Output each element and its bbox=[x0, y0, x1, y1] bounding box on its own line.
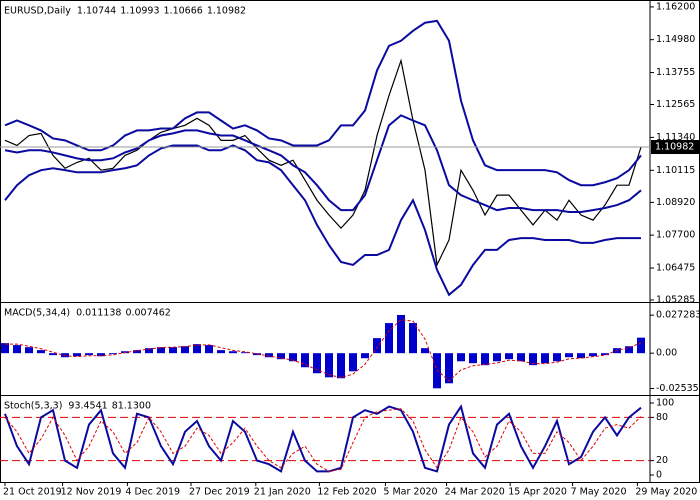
series-line bbox=[4, 58, 642, 268]
panel-reading: 93.4541 bbox=[68, 401, 107, 412]
y-tick-label: 1.08920 bbox=[656, 197, 695, 208]
panel-reading: 1.10993 bbox=[120, 6, 159, 17]
bar bbox=[97, 353, 105, 357]
bar bbox=[205, 345, 213, 354]
series-line bbox=[4, 114, 642, 214]
y-tick-label: 0.00 bbox=[656, 348, 677, 359]
y-tick-label: 80 bbox=[656, 412, 668, 423]
x-tick-label: 24 Mar 2020 bbox=[445, 487, 505, 498]
bar bbox=[565, 353, 573, 358]
bar bbox=[589, 353, 597, 357]
bar bbox=[325, 353, 333, 378]
y-tick-label: 1.05285 bbox=[656, 294, 695, 305]
bar bbox=[445, 353, 453, 384]
series-line bbox=[4, 408, 642, 472]
bar bbox=[385, 323, 393, 354]
bar bbox=[373, 338, 381, 354]
panel-title: EURUSD,Daily bbox=[4, 6, 71, 17]
panel-reading: 0.007462 bbox=[125, 308, 170, 319]
x-tick-label: 5 Mar 2020 bbox=[383, 487, 437, 498]
bar bbox=[241, 352, 249, 354]
y-tick-label: 0 bbox=[656, 470, 662, 481]
bar bbox=[73, 353, 81, 357]
y-tick-label: 1.06475 bbox=[656, 263, 695, 274]
x-tick-label: 12 Nov 2019 bbox=[61, 487, 122, 498]
bar bbox=[133, 350, 141, 354]
price-label: 1.10982 bbox=[655, 142, 694, 153]
bar bbox=[277, 353, 285, 360]
bar bbox=[13, 345, 21, 354]
bar bbox=[457, 353, 465, 362]
x-tick-label: 27 Dec 2019 bbox=[189, 487, 250, 498]
bar bbox=[85, 353, 93, 356]
bar bbox=[601, 353, 609, 356]
x-tick-label: 4 Dec 2019 bbox=[125, 487, 180, 498]
bar bbox=[157, 347, 165, 354]
bar bbox=[397, 314, 405, 354]
x-tick-label: 21 Jan 2020 bbox=[254, 487, 311, 498]
x-tick-label: 15 Apr 2020 bbox=[508, 487, 567, 498]
bar bbox=[181, 346, 189, 354]
price-box bbox=[651, 140, 700, 155]
bar bbox=[553, 353, 561, 362]
series-line bbox=[4, 19, 642, 187]
x-tick-label: 12 Feb 2020 bbox=[317, 487, 376, 498]
bar bbox=[517, 353, 525, 362]
y-tick-label: -0.025355 bbox=[656, 383, 700, 394]
panel-title: Stoch(5,3,3) bbox=[4, 401, 62, 412]
y-tick-label: 1.14980 bbox=[656, 34, 695, 45]
bar bbox=[49, 353, 57, 356]
panel-reading: 1.10982 bbox=[207, 6, 246, 17]
panel-reading: 1.10744 bbox=[77, 6, 116, 17]
y-tick-label: 1.07700 bbox=[656, 230, 695, 241]
bar bbox=[421, 348, 429, 354]
y-tick-label: 100 bbox=[656, 397, 674, 408]
bar bbox=[433, 353, 441, 389]
bar bbox=[289, 353, 297, 362]
y-tick-label: 1.16200 bbox=[656, 1, 695, 12]
bar bbox=[469, 353, 477, 364]
bar bbox=[349, 353, 357, 372]
bar bbox=[505, 353, 513, 360]
bar bbox=[409, 323, 417, 354]
y-tick-label: 20 bbox=[656, 455, 668, 466]
bar bbox=[217, 350, 225, 354]
y-tick-label: 1.13755 bbox=[656, 67, 695, 78]
x-tick-label: 29 May 2020 bbox=[635, 487, 697, 498]
y-tick-label: 1.12565 bbox=[656, 99, 695, 110]
y-tick-label: 1.10115 bbox=[656, 165, 695, 176]
bar bbox=[1, 343, 9, 354]
panel-title: MACD(5,34,4) bbox=[4, 308, 70, 319]
x-tick-label: 21 Oct 2019 bbox=[3, 487, 62, 498]
bar bbox=[361, 353, 369, 359]
bar bbox=[265, 353, 273, 358]
y-tick-label: 1.11340 bbox=[656, 132, 695, 143]
series-line bbox=[5, 319, 642, 382]
bar bbox=[25, 347, 33, 354]
bar bbox=[337, 353, 345, 379]
bar bbox=[229, 351, 237, 354]
series-line bbox=[4, 404, 642, 473]
bar bbox=[169, 347, 177, 354]
series-line bbox=[4, 144, 641, 297]
bar bbox=[529, 353, 537, 366]
bar bbox=[109, 353, 117, 355]
bar bbox=[313, 353, 321, 374]
bar bbox=[193, 344, 201, 354]
bar bbox=[301, 353, 309, 368]
bar bbox=[493, 353, 501, 362]
bar bbox=[637, 337, 645, 354]
bar bbox=[577, 353, 585, 359]
panel-reading: 81.1300 bbox=[112, 401, 151, 412]
bar bbox=[541, 353, 549, 364]
panel-reading: 0.011138 bbox=[76, 308, 121, 319]
bar bbox=[145, 348, 153, 354]
bar bbox=[481, 353, 489, 366]
bar bbox=[625, 346, 633, 354]
bar bbox=[37, 350, 45, 354]
panel-reading: 1.10666 bbox=[164, 6, 203, 17]
x-tick-label: 7 May 2020 bbox=[571, 487, 627, 498]
y-tick-label: 0.027283 bbox=[656, 310, 700, 321]
